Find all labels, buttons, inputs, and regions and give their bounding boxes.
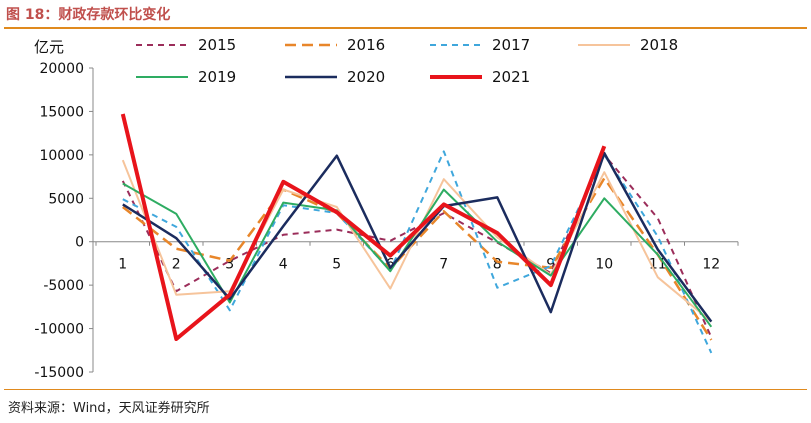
figure-title: 图 18：财政存款环比变化 (6, 7, 171, 23)
legend-label: 2018 (640, 36, 678, 54)
x-tick-label: 10 (595, 257, 613, 273)
series-2017 (122, 150, 713, 354)
x-tick-label: 12 (702, 257, 720, 273)
y-tick-label: -10000 (34, 322, 84, 338)
y-tick-label: 5000 (48, 191, 84, 207)
legend-label: 2017 (492, 36, 530, 54)
chart-series (120, 113, 713, 354)
y-tick-label: -5000 (43, 278, 84, 294)
source-note: 资料来源：Wind，天风证券研究所 (8, 401, 210, 416)
legend-label: 2021 (492, 68, 530, 86)
y-axis: -15000 -10000 -5000 0 5000 10000 15000 20000 (34, 61, 94, 381)
x-tick-label: 6 (386, 257, 395, 273)
y-tick-label: -15000 (34, 365, 84, 381)
x-tick-label: 9 (546, 257, 555, 273)
x-tick-label: 5 (332, 257, 341, 273)
title-divider (4, 27, 807, 29)
chart-legend: 2015 2016 2017 2018 2019 2020 2021 (136, 36, 678, 86)
series-line-2016 (122, 177, 713, 341)
x-tick-label: 2 (172, 257, 181, 273)
x-tick-label: 7 (439, 257, 448, 273)
legend-item-2015: 2015 (136, 36, 236, 54)
legend-label: 2019 (198, 68, 236, 86)
x-tick-label: 1 (118, 257, 127, 273)
legend-item-2021: 2021 (430, 68, 530, 86)
footer-divider (4, 389, 807, 390)
series-line-2017 (122, 150, 713, 354)
legend-item-2019: 2019 (136, 68, 236, 86)
y-tick-label: 0 (75, 235, 84, 251)
series-line-2018 (121, 159, 712, 323)
legend-label: 2020 (347, 68, 385, 86)
legend-item-2016: 2016 (285, 36, 385, 54)
legend-item-2020: 2020 (285, 68, 385, 86)
x-tick-label: 4 (279, 257, 288, 273)
legend-label: 2016 (347, 36, 385, 54)
y-tick-label: 15000 (39, 104, 84, 120)
series-2021 (120, 113, 607, 341)
x-tick-label: 8 (493, 257, 502, 273)
series-line-2021 (120, 113, 607, 341)
legend-label: 2015 (198, 36, 236, 54)
series-line-2020 (122, 151, 713, 323)
y-unit-label: 亿元 (34, 38, 64, 56)
series-2016 (122, 177, 713, 341)
y-tick-label: 10000 (39, 148, 84, 164)
x-tick-label: 3 (225, 257, 234, 273)
y-tick-label: 20000 (39, 61, 84, 77)
legend-item-2017: 2017 (430, 36, 530, 54)
legend-item-2018: 2018 (578, 36, 678, 54)
